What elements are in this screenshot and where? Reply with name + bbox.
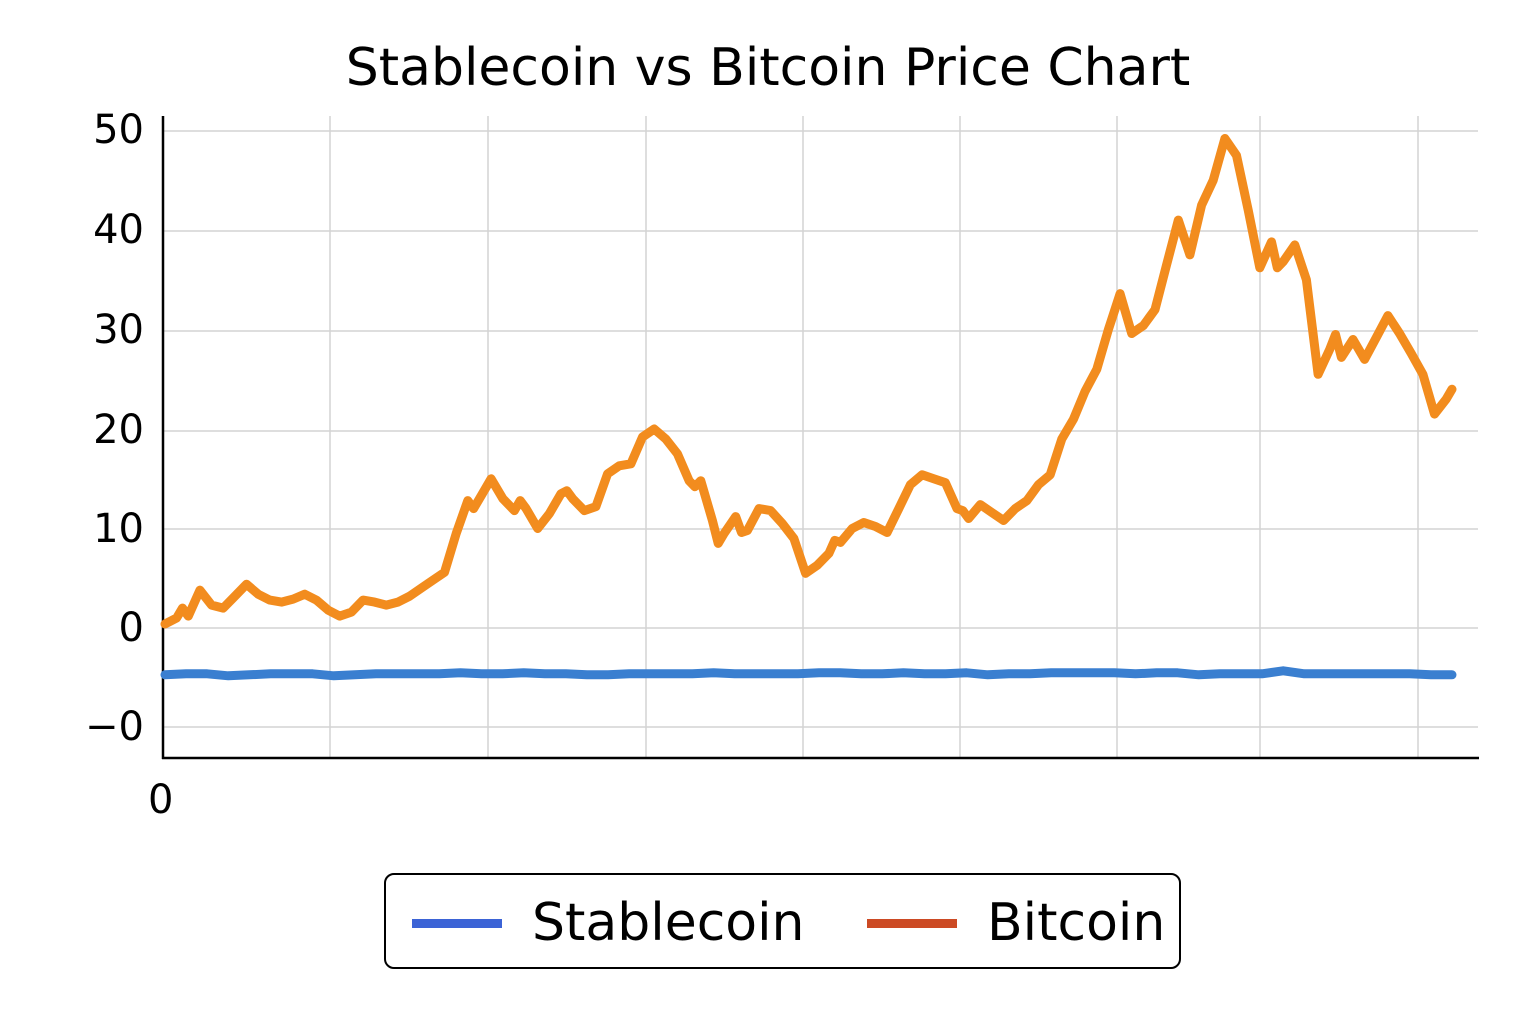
legend-label: Bitcoin (987, 893, 1166, 953)
gridlines (163, 116, 1478, 758)
y-tick-label: 30 (93, 307, 144, 353)
x-tick-label: 0 (148, 777, 174, 823)
y-tick-label: 20 (93, 407, 144, 453)
bitcoin-swatch-icon (867, 918, 957, 928)
chart-title: Stablecoin vs Bitcoin Price Chart (345, 38, 1191, 98)
stablecoin-swatch-icon (412, 918, 502, 928)
legend-item-bitcoin: Bitcoin (867, 893, 1165, 953)
legend-label: Stablecoin (532, 893, 805, 953)
stablecoin-line (160, 666, 1457, 681)
y-tick-label: 40 (93, 207, 144, 253)
bitcoin-line (160, 134, 1457, 629)
y-tick-label: 10 (93, 506, 144, 552)
legend-item-stablecoin: Stablecoin (412, 893, 805, 953)
legend: Stablecoin Bitcoin (384, 873, 1181, 969)
y-tick-label: −0 (85, 704, 144, 750)
y-tick-label: 50 (93, 107, 144, 153)
y-tick-label: 0 (118, 605, 144, 651)
